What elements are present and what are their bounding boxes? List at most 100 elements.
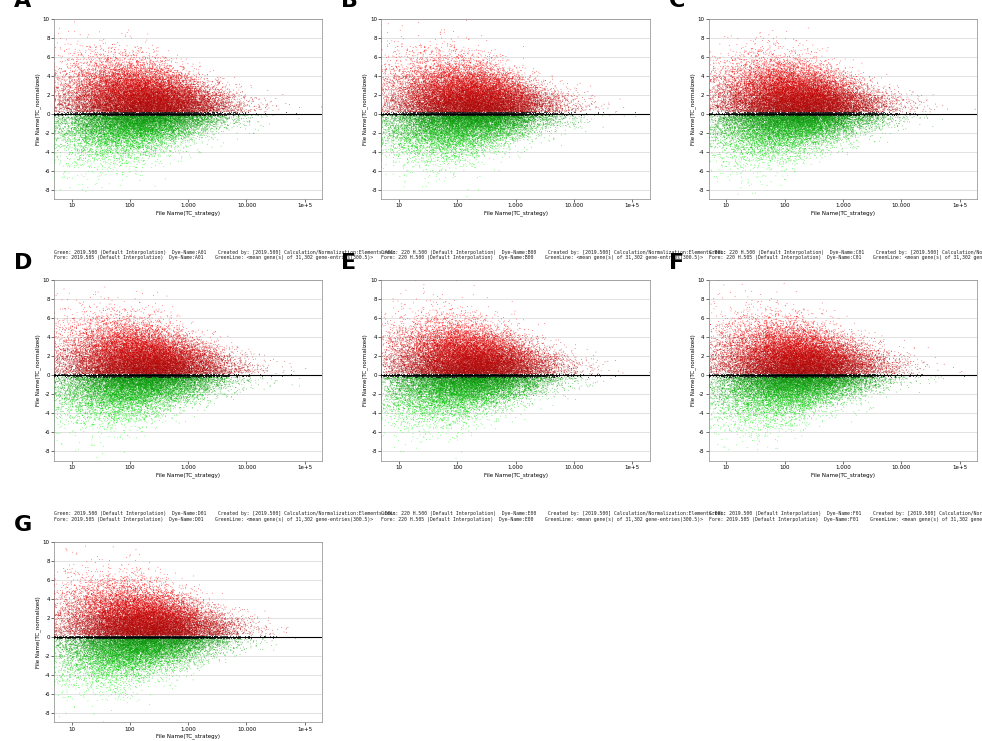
Point xyxy=(212,632,228,644)
Point xyxy=(486,73,502,84)
Point xyxy=(111,349,127,361)
Point xyxy=(123,359,138,370)
Point xyxy=(824,340,840,352)
Point xyxy=(813,76,829,88)
Point xyxy=(810,98,826,110)
Point xyxy=(797,84,813,96)
Point xyxy=(172,644,188,656)
Point xyxy=(400,370,415,382)
Point xyxy=(161,359,177,370)
Point xyxy=(810,329,826,341)
Point xyxy=(756,366,772,378)
Point xyxy=(95,359,111,371)
Point xyxy=(849,360,865,372)
Point xyxy=(763,334,779,346)
Point xyxy=(147,373,163,385)
Point xyxy=(477,108,493,120)
Point xyxy=(424,110,440,122)
Point xyxy=(164,103,180,115)
Point xyxy=(141,631,157,643)
Point xyxy=(111,599,127,611)
Point xyxy=(121,146,136,158)
Point xyxy=(748,110,764,122)
Point xyxy=(779,122,794,133)
Point xyxy=(189,592,204,604)
Point xyxy=(261,359,277,371)
Point xyxy=(490,97,506,109)
Point xyxy=(810,368,826,380)
Point xyxy=(798,363,814,375)
Point xyxy=(701,114,717,126)
Point xyxy=(863,354,879,366)
Point xyxy=(773,398,789,410)
Point xyxy=(130,86,145,98)
Point xyxy=(393,338,409,350)
Point xyxy=(212,359,228,371)
Point xyxy=(198,107,214,119)
Point xyxy=(775,93,791,104)
Point xyxy=(448,341,464,353)
Point xyxy=(396,94,411,106)
Point xyxy=(815,110,831,122)
Point xyxy=(87,413,103,425)
Point xyxy=(434,133,450,144)
Point xyxy=(136,360,151,372)
Point xyxy=(790,101,805,113)
Point xyxy=(484,362,500,374)
Point xyxy=(481,116,497,127)
Point xyxy=(803,99,819,110)
Point xyxy=(444,402,460,414)
Point xyxy=(151,95,167,107)
Point xyxy=(521,132,537,144)
Point xyxy=(426,375,442,387)
Point xyxy=(473,358,489,370)
Point xyxy=(111,84,127,96)
Point xyxy=(800,367,816,379)
Point xyxy=(740,85,756,97)
Point xyxy=(201,623,217,635)
Point xyxy=(799,356,815,368)
Point xyxy=(56,394,72,406)
Point xyxy=(745,76,761,88)
Point xyxy=(876,110,892,122)
Point xyxy=(185,631,200,642)
Point xyxy=(141,369,157,381)
Point xyxy=(771,116,787,127)
Point xyxy=(846,359,862,370)
Point xyxy=(474,72,490,84)
Point xyxy=(458,371,473,383)
Point xyxy=(483,87,499,99)
Point xyxy=(454,365,469,377)
Point xyxy=(445,398,461,410)
Point xyxy=(767,86,783,98)
Point xyxy=(122,614,137,625)
Point xyxy=(125,641,140,653)
Point xyxy=(532,101,548,113)
Point xyxy=(154,99,170,110)
Point xyxy=(158,104,174,116)
Point xyxy=(753,356,769,368)
Point xyxy=(187,376,202,388)
Point xyxy=(813,98,829,110)
Point xyxy=(112,113,128,125)
Point xyxy=(498,356,514,368)
Point xyxy=(770,362,786,374)
Point xyxy=(723,362,738,373)
Point xyxy=(166,634,182,645)
Point xyxy=(186,632,201,644)
Point xyxy=(377,102,393,113)
Point xyxy=(170,617,186,629)
Point xyxy=(101,350,117,362)
Point xyxy=(110,348,126,359)
Point xyxy=(46,356,62,368)
Point xyxy=(86,370,102,382)
Point xyxy=(148,84,164,96)
Point xyxy=(468,332,484,344)
Point xyxy=(408,317,423,329)
Point xyxy=(58,578,74,590)
Point xyxy=(825,383,841,395)
Point xyxy=(460,357,475,369)
Point xyxy=(95,383,111,395)
Point xyxy=(142,636,158,648)
Point xyxy=(199,110,215,122)
